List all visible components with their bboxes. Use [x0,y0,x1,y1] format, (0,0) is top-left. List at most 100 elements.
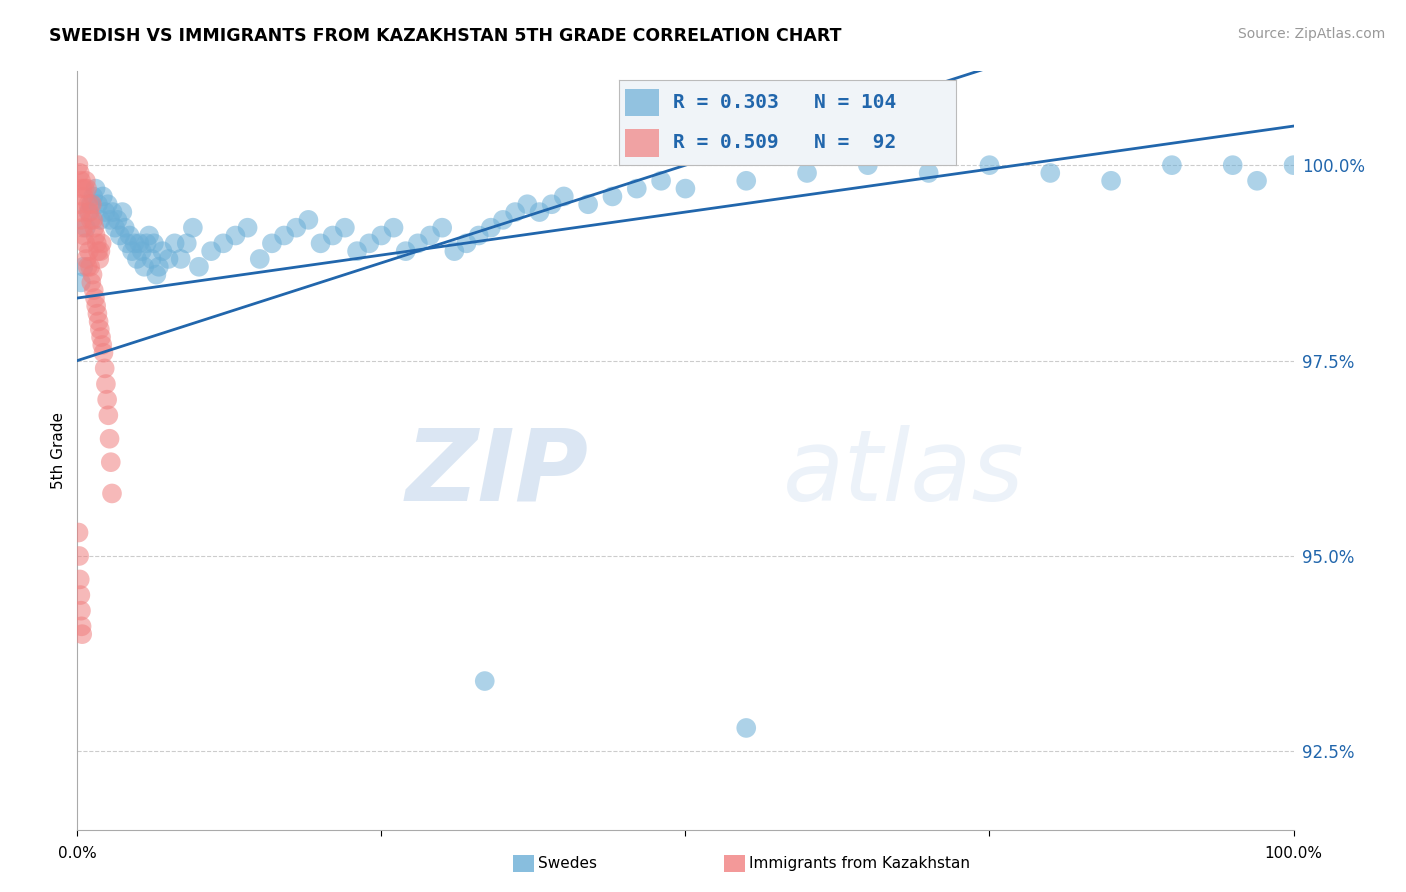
Point [735,174,758,188]
Text: Swedes: Swedes [538,856,598,871]
Point [67,158,90,172]
Point [138,228,160,243]
Point [101,486,124,500]
Point [96,392,118,407]
Point [395,244,418,259]
Point [93,345,115,359]
Point [86,307,108,321]
Point [142,236,165,251]
Point [80,276,103,290]
Point [87,244,110,259]
Point [84,291,107,305]
Point [382,220,405,235]
Point [82,189,104,203]
Point [82,268,104,282]
Point [333,220,356,235]
Point [273,228,295,243]
Point [309,236,332,251]
Point [79,205,101,219]
Point [69,588,91,602]
Point [492,212,515,227]
Point [1222,158,1244,172]
Point [70,604,93,618]
Point [73,181,96,195]
Point [77,205,100,219]
Point [176,236,198,251]
Point [856,158,879,172]
Point [91,338,114,352]
Point [104,220,127,235]
Point [152,244,174,259]
Point [90,330,112,344]
Bar [626,89,659,116]
Point [69,573,91,587]
Point [82,212,104,227]
Point [67,525,90,540]
Point [72,220,94,235]
Point [249,252,271,266]
Point [70,181,93,195]
Point [170,252,193,266]
Point [188,260,211,274]
Text: SWEDISH VS IMMIGRANTS FROM KAZAKHSTAN 5TH GRADE CORRELATION CHART: SWEDISH VS IMMIGRANTS FROM KAZAKHSTAN 5T… [49,27,842,45]
Point [118,228,141,243]
Point [529,205,551,219]
Point [918,166,941,180]
Point [77,244,100,259]
Point [98,212,121,227]
Point [76,181,98,195]
Y-axis label: 5th Grade: 5th Grade [51,412,66,489]
Point [141,252,163,266]
Point [75,174,97,188]
Point [540,197,562,211]
Point [89,244,111,259]
Point [212,236,235,251]
Text: R = 0.509   N =  92: R = 0.509 N = 92 [672,134,896,153]
Point [135,236,157,251]
Point [72,260,94,274]
Point [406,236,429,251]
Point [134,260,156,274]
Point [72,189,94,203]
Point [79,260,101,274]
Point [100,455,122,469]
Point [200,244,222,259]
Point [602,189,624,203]
Point [576,197,599,211]
Point [70,174,93,188]
Point [675,181,697,195]
Point [114,220,136,235]
Point [101,205,124,219]
Point [91,189,114,203]
Point [124,236,146,251]
Point [84,181,107,195]
Point [89,212,111,227]
Point [67,197,90,211]
Point [1282,158,1305,172]
Point [73,228,96,243]
Point [181,220,204,235]
Point [69,166,91,180]
Point [75,220,97,235]
Point [97,409,120,423]
Point [224,228,246,243]
Point [1246,174,1268,188]
Point [163,236,186,251]
Point [148,260,170,274]
Point [77,197,100,211]
Point [650,174,672,188]
Text: ZIP: ZIP [405,425,588,522]
Point [121,244,143,259]
Point [115,236,138,251]
Point [107,212,129,227]
Point [626,181,648,195]
Point [83,283,105,297]
Point [90,236,112,251]
Point [553,189,575,203]
Point [93,361,115,376]
Point [75,252,97,266]
Point [80,197,103,211]
Point [89,322,111,336]
Point [67,549,90,563]
Point [456,236,478,251]
